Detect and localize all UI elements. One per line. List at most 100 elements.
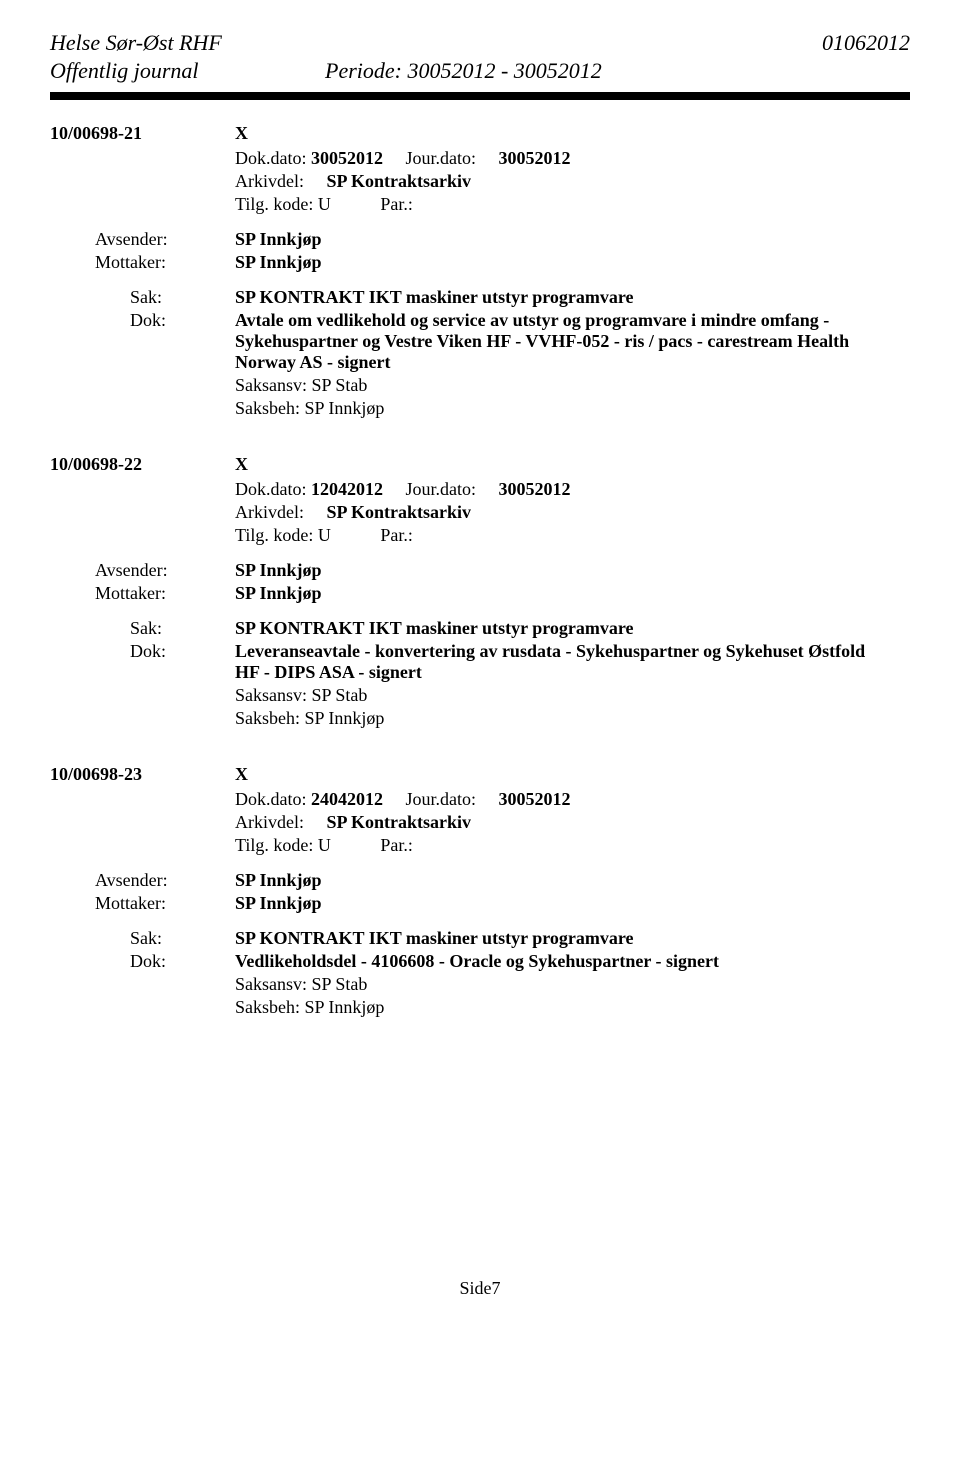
entry-header: 10/00698-23 X (50, 764, 910, 785)
parties-block: Avsender: SP Innkjøp Mottaker: SP Innkjø… (50, 870, 910, 914)
mottaker-value: SP Innkjøp (235, 252, 322, 273)
saksansv-value: SP Stab (312, 974, 368, 994)
sak-value: SP KONTRAKT IKT maskiner utstyr programv… (235, 618, 910, 639)
saksbeh-value: SP Innkjøp (305, 398, 385, 418)
dok-line: Dok: Avtale om vedlikehold og service av… (50, 310, 910, 373)
dokdato-value: 12042012 (311, 479, 383, 499)
page-number: Side7 (459, 1278, 500, 1298)
dokdato-label: Dok.dato: (235, 479, 307, 499)
dok-label: Dok: (130, 310, 235, 373)
dok-line: Dok: Vedlikeholdsdel - 4106608 - Oracle … (50, 951, 910, 972)
tilgkode-value: U (318, 525, 331, 545)
sak-label: Sak: (130, 928, 235, 949)
sak-value: SP KONTRAKT IKT maskiner utstyr programv… (235, 928, 910, 949)
page-footer: Side7 (50, 1278, 910, 1299)
entry-type: X (235, 123, 248, 144)
avsender-label: Avsender: (95, 229, 235, 250)
saksbeh-label: Saksbeh: (235, 997, 300, 1017)
entry-header: 10/00698-21 X (50, 123, 910, 144)
tilgkode-label: Tilg. kode: (235, 525, 313, 545)
avsender-line: Avsender: SP Innkjøp (50, 229, 910, 250)
saksansv-line: Saksansv: SP Stab (235, 974, 910, 995)
parties-block: Avsender: SP Innkjøp Mottaker: SP Innkjø… (50, 229, 910, 273)
arkivdel-value: SP Kontraktsarkiv (327, 502, 472, 522)
saksansv-label: Saksansv: (235, 974, 307, 994)
header-date: 01062012 (822, 30, 910, 56)
dok-value: Leveranseavtale - konvertering av rusdat… (235, 641, 910, 683)
dokdato-value: 30052012 (311, 148, 383, 168)
arkivdel-line: Arkivdel: SP Kontraktsarkiv (235, 502, 910, 523)
saksansv-line: Saksansv: SP Stab (235, 375, 910, 396)
header-rule (50, 92, 910, 100)
mottaker-label: Mottaker: (95, 252, 235, 273)
arkivdel-value: SP Kontraktsarkiv (327, 812, 472, 832)
mottaker-label: Mottaker: (95, 893, 235, 914)
avsender-line: Avsender: SP Innkjøp (50, 560, 910, 581)
tilg-line: Tilg. kode: U Par.: (235, 194, 910, 215)
saksbeh-label: Saksbeh: (235, 708, 300, 728)
case-number: 10/00698-22 (50, 454, 235, 475)
page-header: Helse Sør-Øst RHF 01062012 (50, 30, 910, 56)
journal-entry: 10/00698-22 X Dok.dato: 12042012 Jour.da… (50, 454, 910, 729)
saksbeh-line: Saksbeh: SP Innkjøp (235, 997, 910, 1018)
org-name: Helse Sør-Øst RHF (50, 30, 222, 56)
mottaker-label: Mottaker: (95, 583, 235, 604)
saksbeh-value: SP Innkjøp (305, 708, 385, 728)
date-line: Dok.dato: 12042012 Jour.dato: 30052012 (235, 479, 910, 500)
jourdato-label: Jour.dato: (406, 479, 477, 499)
case-number: 10/00698-21 (50, 123, 235, 144)
avsender-value: SP Innkjøp (235, 870, 322, 891)
mottaker-line: Mottaker: SP Innkjøp (50, 252, 910, 273)
tilg-line: Tilg. kode: U Par.: (235, 525, 910, 546)
journal-title: Offentlig journal (50, 58, 325, 84)
tilgkode-value: U (318, 194, 331, 214)
period: Periode: 30052012 - 30052012 (325, 58, 602, 84)
dok-value: Avtale om vedlikehold og service av utst… (235, 310, 910, 373)
jourdato-label: Jour.dato: (406, 789, 477, 809)
sak-line: Sak: SP KONTRAKT IKT maskiner utstyr pro… (50, 287, 910, 308)
entry-type: X (235, 764, 248, 785)
saksbeh-line: Saksbeh: SP Innkjøp (235, 708, 910, 729)
saksansv-line: Saksansv: SP Stab (235, 685, 910, 706)
saksansv-value: SP Stab (312, 685, 368, 705)
period-value: 30052012 - 30052012 (407, 58, 601, 83)
arkivdel-label: Arkivdel: (235, 812, 304, 832)
jourdato-value: 30052012 (499, 789, 571, 809)
sak-label: Sak: (130, 287, 235, 308)
arkivdel-label: Arkivdel: (235, 171, 304, 191)
dok-label: Dok: (130, 641, 235, 683)
dokdato-value: 24042012 (311, 789, 383, 809)
arkivdel-label: Arkivdel: (235, 502, 304, 522)
par-label: Par.: (380, 525, 413, 545)
avsender-value: SP Innkjøp (235, 229, 322, 250)
mottaker-line: Mottaker: SP Innkjøp (50, 583, 910, 604)
jourdato-label: Jour.dato: (406, 148, 477, 168)
saksansv-label: Saksansv: (235, 375, 307, 395)
case-number: 10/00698-23 (50, 764, 235, 785)
avsender-label: Avsender: (95, 560, 235, 581)
avsender-value: SP Innkjøp (235, 560, 322, 581)
dokdato-label: Dok.dato: (235, 789, 307, 809)
sak-label: Sak: (130, 618, 235, 639)
saksansv-value: SP Stab (312, 375, 368, 395)
jourdato-value: 30052012 (499, 148, 571, 168)
mottaker-value: SP Innkjøp (235, 893, 322, 914)
date-line: Dok.dato: 30052012 Jour.dato: 30052012 (235, 148, 910, 169)
par-label: Par.: (380, 835, 413, 855)
parties-block: Avsender: SP Innkjøp Mottaker: SP Innkjø… (50, 560, 910, 604)
avsender-label: Avsender: (95, 870, 235, 891)
arkivdel-line: Arkivdel: SP Kontraktsarkiv (235, 812, 910, 833)
period-label: Periode: (325, 58, 402, 83)
header-subrule (50, 104, 910, 105)
saksansv-label: Saksansv: (235, 685, 307, 705)
sak-line: Sak: SP KONTRAKT IKT maskiner utstyr pro… (50, 618, 910, 639)
journal-entry: 10/00698-23 X Dok.dato: 24042012 Jour.da… (50, 764, 910, 1018)
saksbeh-label: Saksbeh: (235, 398, 300, 418)
entry-type: X (235, 454, 248, 475)
entry-header: 10/00698-22 X (50, 454, 910, 475)
dok-label: Dok: (130, 951, 235, 972)
mottaker-value: SP Innkjøp (235, 583, 322, 604)
dokdato-label: Dok.dato: (235, 148, 307, 168)
arkivdel-value: SP Kontraktsarkiv (327, 171, 472, 191)
tilg-line: Tilg. kode: U Par.: (235, 835, 910, 856)
